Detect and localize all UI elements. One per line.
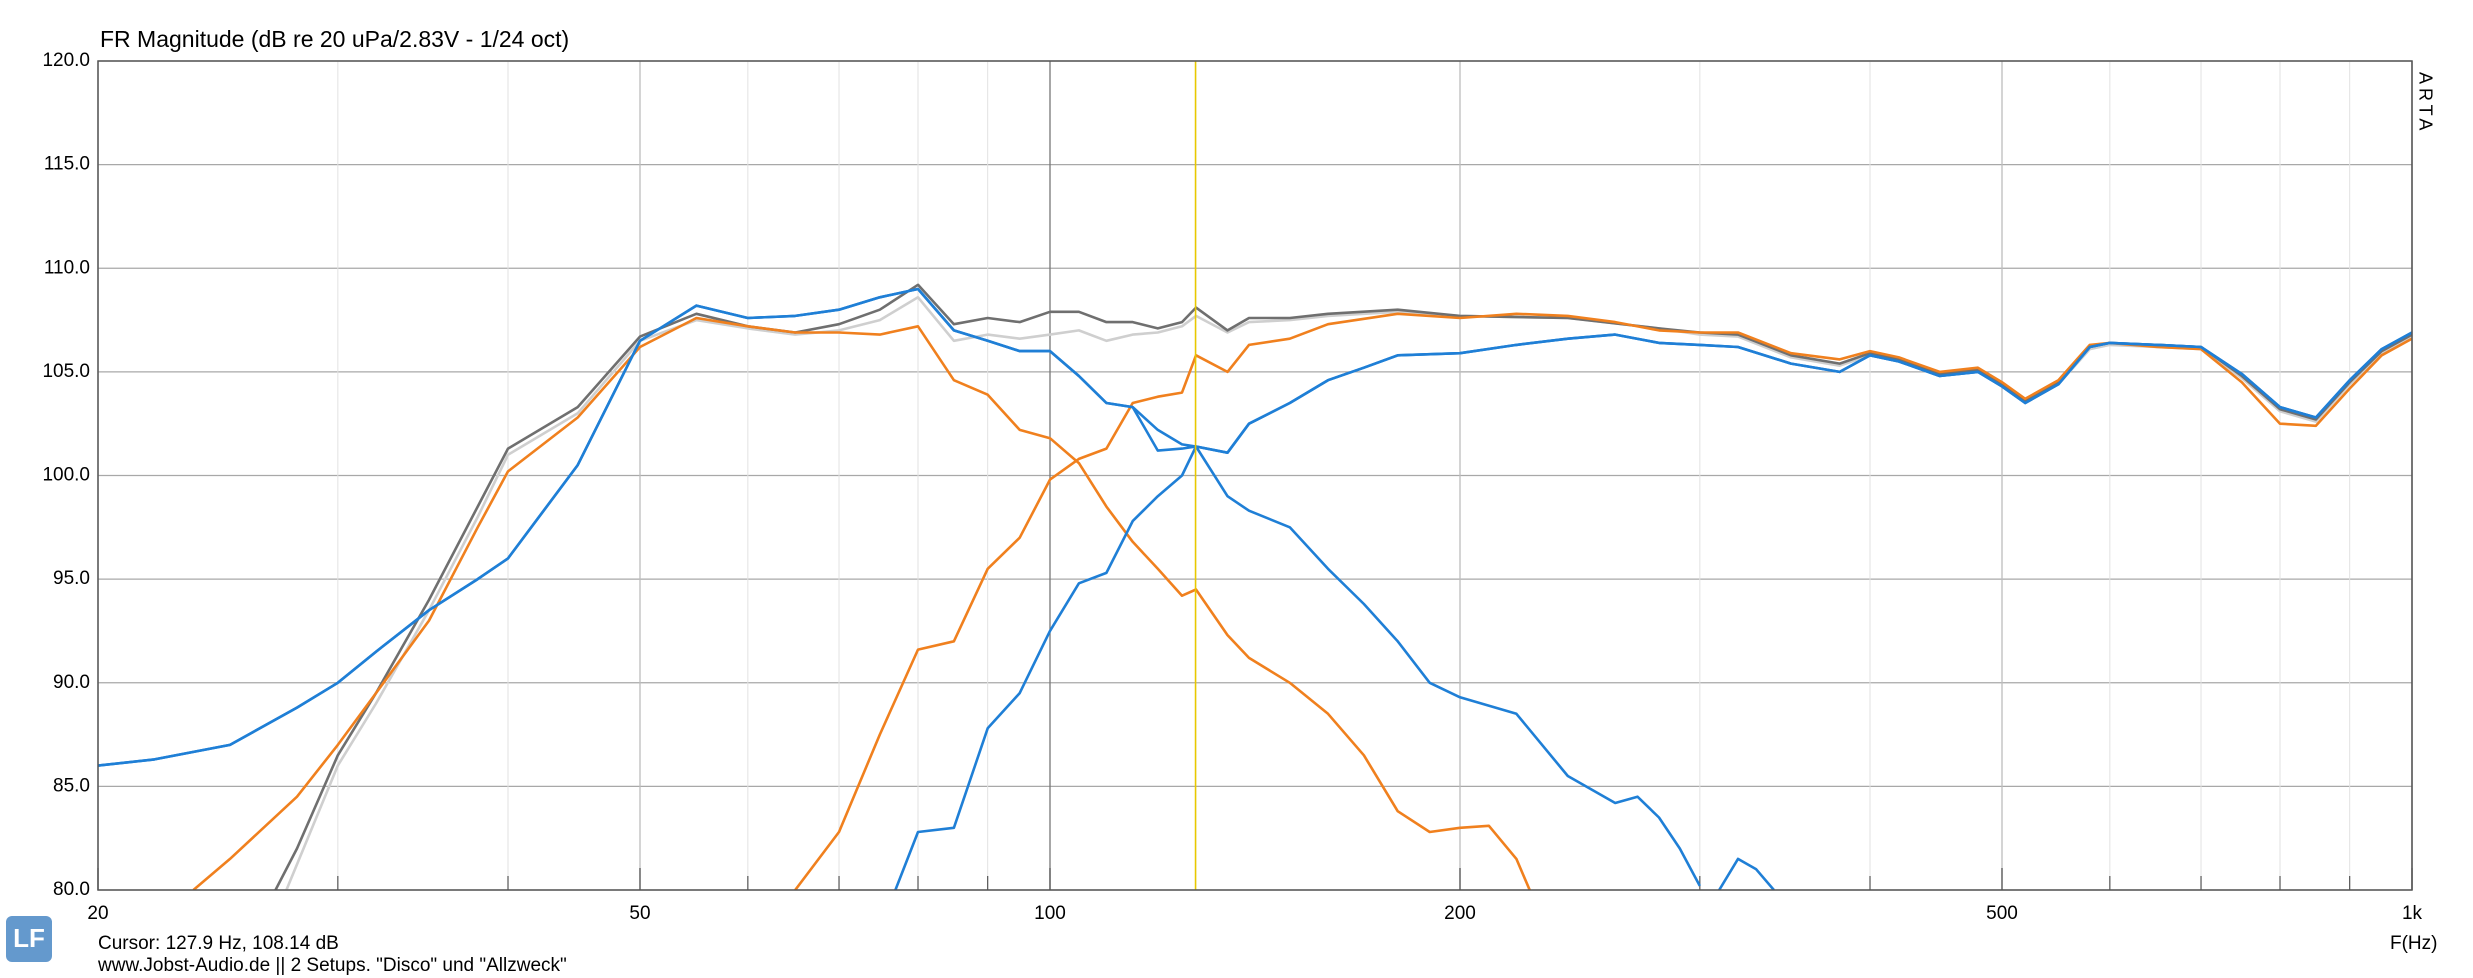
plot-lines	[98, 61, 2412, 890]
brand: ARTA	[2415, 72, 2435, 134]
y-tick-label: 90.0	[53, 672, 90, 693]
logo-box	[6, 916, 52, 962]
y-tick-label: 105.0	[42, 361, 90, 382]
cursor-readout: Cursor: 127.9 Hz, 108.14 dB	[98, 933, 339, 954]
x-tick-label: 200	[1444, 903, 1476, 924]
y-tick-label: 100.0	[42, 465, 90, 486]
x-tick-label: 1k	[2402, 903, 2423, 924]
chart-title: FR Magnitude (dB re 20 uPa/2.83V - 1/24 …	[100, 26, 569, 52]
x-axis-label: F(Hz)	[2390, 933, 2437, 954]
grid: 80.0 85.0 90.0 95.0 100.0 105.0 110.0 115.0 120.…	[42, 50, 2422, 924]
y-tick-label: 115.0	[44, 154, 90, 175]
plot-frame	[97, 60, 2413, 891]
series-line	[285, 296, 2412, 890]
x-tick-label: 20	[87, 903, 108, 924]
x-tick-label: 100	[1034, 903, 1066, 924]
series-line	[98, 287, 2412, 767]
y-tick-label: 80.0	[53, 879, 90, 900]
y-tick-label: 120.0	[42, 50, 90, 71]
series-line	[794, 312, 2412, 890]
x-tick-label: 50	[629, 903, 650, 924]
y-tick-label: 95.0	[53, 568, 90, 589]
footer: www.Jobst-Audio.de || 2 Setups. "Disco" …	[97, 955, 567, 976]
y-tick-label: 110.0	[44, 257, 90, 278]
series-line	[192, 316, 1531, 890]
x-tick-label: 500	[1986, 903, 2018, 924]
y-tick-label: 85.0	[53, 775, 90, 796]
series-line	[98, 287, 1775, 890]
series-line	[894, 331, 2412, 890]
brand-text: ARTA	[2415, 72, 2435, 134]
logo: LF	[13, 923, 45, 953]
